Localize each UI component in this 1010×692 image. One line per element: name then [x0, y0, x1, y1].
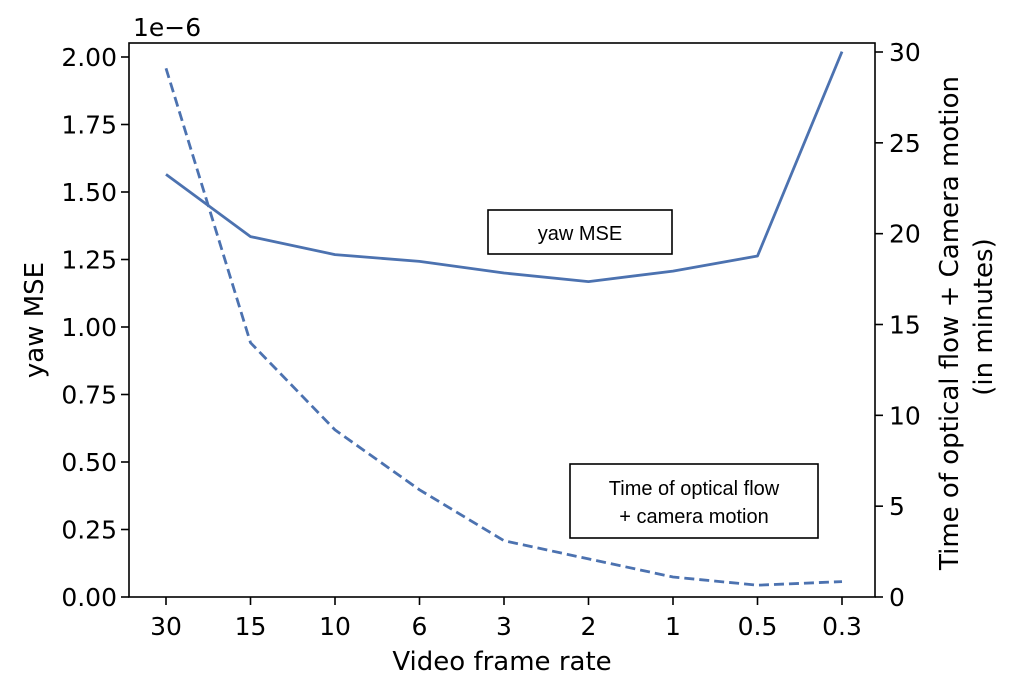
- annotation-box: [487, 209, 673, 255]
- x-axis-tick-label: 1: [665, 612, 681, 641]
- x-axis-tick-label: 0.5: [738, 612, 778, 641]
- left-axis-tick-label: 0.25: [61, 516, 117, 545]
- left-axis-tick-label: 1.50: [61, 178, 117, 207]
- left-axis-tick-label: 1.75: [61, 111, 117, 140]
- x-axis-tick-label: 30: [150, 612, 182, 641]
- right-axis-tick-label: 15: [889, 311, 921, 340]
- left-axis-ticks: 0.00 0.25 0.50 0.75 1.00 1.25 1.50 1.75 2.00: [61, 43, 129, 612]
- annotation-text-line-1: Time of optical flow: [609, 478, 780, 500]
- left-axis-tick-label: 2.00: [61, 43, 117, 72]
- annotation-box: [569, 463, 819, 539]
- x-axis-tick-label: 2: [581, 612, 597, 641]
- x-axis-ticks: 30 15 10 6 3 2 1 0.5 0.3: [150, 597, 862, 641]
- annotation-time: Time of optical flow + camera motion: [569, 463, 819, 539]
- x-axis-tick-label: 6: [412, 612, 428, 641]
- time-series-line: [164, 67, 843, 587]
- x-axis-tick-label: 15: [235, 612, 267, 641]
- annotation-text: yaw MSE: [538, 223, 622, 245]
- plot-frame: [128, 42, 876, 598]
- right-axis-tick-label: 5: [889, 492, 905, 521]
- x-axis-tick-label: 0.3: [822, 612, 862, 641]
- right-axis-tick-label: 20: [889, 220, 921, 249]
- left-axis-title: yaw MSE: [20, 262, 50, 378]
- right-axis-title-line-2: (in minutes): [969, 238, 999, 396]
- right-axis-tick-label: 0: [889, 583, 905, 612]
- left-axis-scale-label: 1e−6: [133, 13, 201, 42]
- left-axis-tick-label: 0.75: [61, 381, 117, 410]
- right-axis-tick-label: 25: [889, 129, 921, 158]
- left-axis-tick-label: 1.25: [61, 246, 117, 275]
- left-axis-tick-label: 1.00: [61, 313, 117, 342]
- series-layer: [164, 51, 844, 587]
- right-axis-title-line-1: Time of optical flow + Camera motion: [935, 76, 965, 571]
- x-axis-tick-label: 10: [319, 612, 351, 641]
- left-axis-tick-label: 0.50: [61, 448, 117, 477]
- x-axis-title: Video frame rate: [392, 647, 611, 677]
- right-axis-tick-label: 30: [889, 38, 921, 67]
- annotation-text-line-2: + camera motion: [619, 506, 769, 528]
- right-axis-ticks: 0 5 10 15 20 25 30: [875, 38, 921, 612]
- annotation-yaw-mse: yaw MSE: [487, 209, 673, 255]
- left-axis-tick-label: 0.00: [61, 583, 117, 612]
- right-axis-tick-label: 10: [889, 401, 921, 430]
- x-axis-tick-label: 3: [496, 612, 512, 641]
